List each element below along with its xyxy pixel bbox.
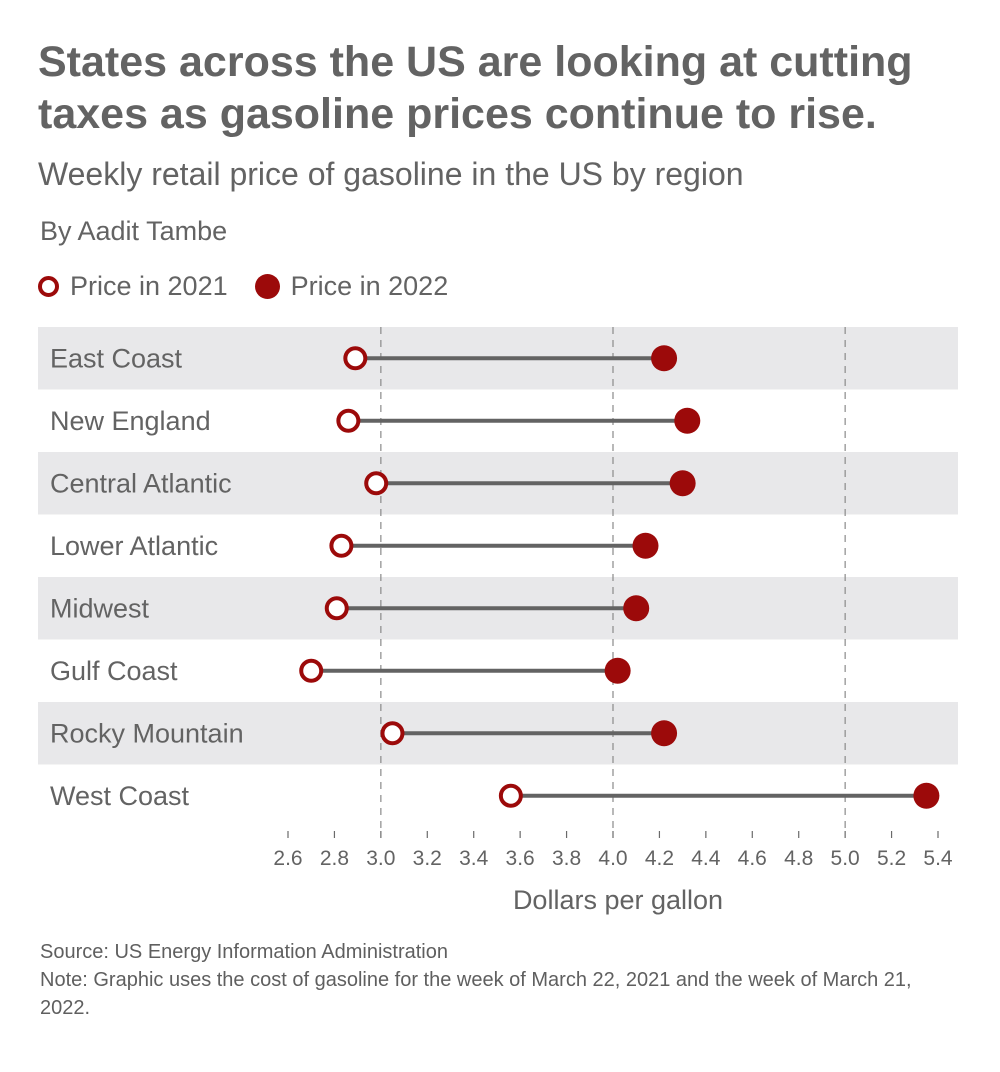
point-2022 bbox=[651, 720, 678, 747]
x-tick-label: 4.2 bbox=[645, 847, 674, 870]
point-2021 bbox=[364, 471, 389, 496]
source-note: Source: US Energy Information Administra… bbox=[40, 941, 448, 963]
x-tick-label: 4.6 bbox=[738, 847, 767, 870]
point-2022 bbox=[674, 407, 701, 434]
point-2021 bbox=[299, 658, 324, 683]
footnote: Note: Graphic uses the cost of gasoline … bbox=[40, 969, 912, 1019]
category-label: East Coast bbox=[50, 343, 183, 373]
row-new-england: New England bbox=[50, 406, 701, 436]
x-tick-label: 3.6 bbox=[506, 847, 535, 870]
x-tick-label: 5.4 bbox=[923, 847, 953, 870]
legend-label-2022: Price in 2022 bbox=[290, 270, 449, 301]
chart-title: States across the US are looking at cutt… bbox=[38, 38, 913, 138]
x-tick-label: 4.8 bbox=[784, 847, 813, 870]
reference-gridlines bbox=[380, 327, 846, 831]
point-2022 bbox=[669, 470, 696, 497]
category-label: Central Atlantic bbox=[50, 468, 232, 498]
row-east-coast: East Coast bbox=[50, 343, 678, 373]
category-label: Lower Atlantic bbox=[50, 531, 218, 561]
point-2021 bbox=[336, 408, 361, 433]
x-tick-label: 4.4 bbox=[691, 847, 721, 870]
open-circle-icon bbox=[38, 275, 59, 297]
byline: By Aadit Tambe bbox=[40, 216, 228, 246]
category-label: West Coast bbox=[50, 781, 190, 811]
point-2022 bbox=[632, 532, 659, 559]
legend-item-2021: Price in 2021 bbox=[38, 271, 228, 302]
x-axis-label: Dollars per gallon bbox=[513, 885, 723, 915]
point-2022 bbox=[604, 657, 631, 684]
x-tick-label: 2.8 bbox=[320, 847, 349, 870]
footer: Source: US Energy Information Administra… bbox=[40, 938, 960, 1022]
row-gulf-coast: Gulf Coast bbox=[50, 656, 631, 686]
filled-circle-icon bbox=[254, 273, 280, 299]
x-tick-label: 5.2 bbox=[877, 847, 906, 870]
x-tick-label: 3.0 bbox=[366, 847, 395, 870]
chart-subtitle: Weekly retail price of gasoline in the U… bbox=[38, 156, 744, 192]
dumbbell-chart: East Coast New England Central Atlantic Low… bbox=[38, 327, 958, 915]
row-central-atlantic: Central Atlantic bbox=[50, 468, 696, 498]
x-tick-label: 2.6 bbox=[273, 847, 302, 870]
x-tick-label: 3.2 bbox=[413, 847, 442, 870]
row-midwest: Midwest bbox=[50, 593, 650, 623]
legend-label-2021: Price in 2021 bbox=[70, 270, 228, 301]
point-2021 bbox=[380, 721, 405, 746]
chart-rows: East Coast New England Central Atlantic Low… bbox=[50, 343, 940, 811]
point-2022 bbox=[623, 595, 650, 622]
x-tick-label: 5.0 bbox=[831, 847, 860, 870]
row-west-coast: West Coast bbox=[50, 781, 940, 811]
category-label: Midwest bbox=[50, 593, 150, 623]
category-label: Rocky Mountain bbox=[50, 718, 244, 748]
row-lower-atlantic: Lower Atlantic bbox=[50, 531, 659, 561]
category-label: New England bbox=[50, 406, 211, 436]
x-tick-label: 3.4 bbox=[459, 847, 489, 870]
category-label: Gulf Coast bbox=[50, 656, 178, 686]
point-2021 bbox=[324, 596, 349, 621]
point-2022 bbox=[651, 345, 678, 372]
point-2022 bbox=[913, 782, 940, 809]
point-2021 bbox=[343, 346, 368, 371]
x-tick-label: 4.0 bbox=[598, 847, 627, 870]
legend: Price in 2021 Price in 2022 bbox=[38, 266, 475, 306]
row-rocky-mountain: Rocky Mountain bbox=[50, 718, 678, 748]
x-tick-label: 3.8 bbox=[552, 847, 581, 870]
point-2021 bbox=[329, 533, 354, 558]
point-2021 bbox=[498, 783, 523, 808]
x-axis: 2.6 2.8 3.0 3.2 3.4 3.6 3.8 4.0 4.2 4.4 4.6 4.8 5.0 5… bbox=[273, 831, 953, 870]
legend-item-2022: Price in 2022 bbox=[254, 270, 449, 302]
